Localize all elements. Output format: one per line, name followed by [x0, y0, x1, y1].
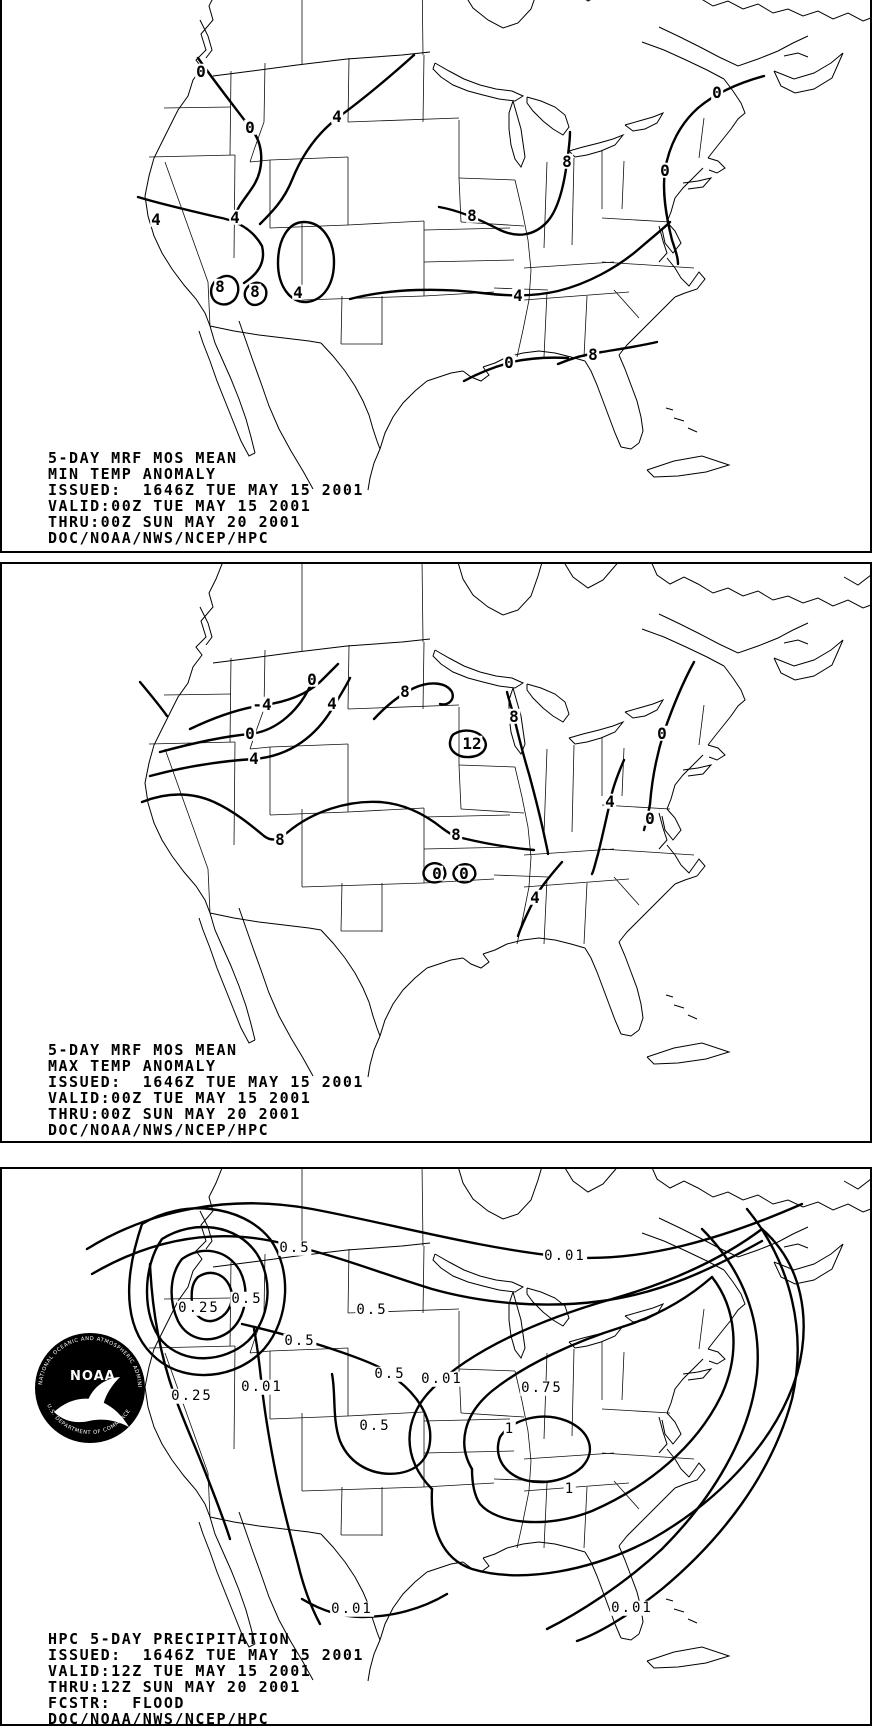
max-temp-contours: [138, 660, 696, 938]
contour-label: 8: [450, 824, 462, 844]
panel-info-block: 5-DAY MRF MOS MEAN MAX TEMP ANOMALY ISSUED…: [48, 1042, 364, 1138]
contour-label: 8: [466, 205, 478, 225]
contour-label: 0.5: [278, 1239, 312, 1256]
info-line: HPC 5-DAY PRECIPITATION: [48, 1630, 291, 1648]
panel-info-block: 5-DAY MRF MOS MEAN MIN TEMP ANOMALY ISSUED…: [48, 450, 364, 546]
contour-label: 8: [274, 829, 286, 849]
info-line: ISSUED: 1646Z TUE MAY 15 2001: [48, 481, 364, 499]
contour-label: 12: [461, 733, 483, 753]
info-line: ISSUED: 1646Z TUE MAY 15 2001: [48, 1073, 364, 1091]
contour-label: 1: [563, 1480, 577, 1497]
info-line: THRU:12Z SUN MAY 20 2001: [48, 1678, 301, 1696]
contour-label: 0.75: [520, 1379, 564, 1396]
info-line: VALID:00Z TUE MAY 15 2001: [48, 1089, 312, 1107]
max-temp-map: [138, 564, 872, 1078]
info-line: 5-DAY MRF MOS MEAN: [48, 1041, 238, 1059]
noaa-wordmark: NOAA: [70, 1369, 116, 1384]
contour-label-layer: 0.5 0.01 0.5 0.25 0.5 0.5 0.5 0.01 0.01 0.25 0.75 0…: [2, 1169, 870, 1724]
contour-label: 4: [248, 748, 260, 768]
contour-label: 4: [292, 282, 304, 302]
contour-label: 8: [587, 344, 599, 364]
contour-label: 0.01: [330, 1600, 374, 1617]
panel-min-temp-anomaly: 0 0 4 4 4 8 8 4 8 8 0 0 4 0 8 5-DAY MRF MOS MEAN MIN TE…: [0, 0, 872, 553]
precipitation-map: NATIONAL OCEANIC AND ATMOSPHERIC ADMINIS…: [2, 1169, 872, 1682]
contour-label: 0: [503, 352, 515, 372]
contour-label: 0: [644, 808, 656, 828]
contour-label: 0: [195, 61, 207, 81]
contour-label: 0.01: [543, 1247, 587, 1264]
contour-label: 4: [326, 693, 338, 713]
contour-label: 0.01: [610, 1599, 654, 1616]
contour-label: 0.25: [177, 1299, 221, 1316]
info-line: MAX TEMP ANOMALY: [48, 1057, 217, 1075]
contour-label: 8: [508, 706, 520, 726]
contour-label: 0.5: [230, 1290, 264, 1307]
contour-label: 4: [229, 207, 241, 227]
min-temp-map: [136, 0, 872, 491]
info-line: VALID:12Z TUE MAY 15 2001: [48, 1662, 312, 1680]
info-line: THRU:00Z SUN MAY 20 2001: [48, 1105, 301, 1123]
contour-label: 8: [561, 151, 573, 171]
contour-label: 0: [306, 669, 318, 689]
contour-label: 0: [659, 160, 671, 180]
contour-label: 0.01: [420, 1370, 464, 1387]
contour-label: -4: [251, 694, 273, 714]
info-line: FCSTR: FLOOD: [48, 1694, 185, 1712]
info-line: DOC/NOAA/NWS/NCEP/HPC: [48, 1710, 270, 1728]
contour-label: 0.25: [170, 1387, 214, 1404]
contour-label: 1: [503, 1420, 517, 1437]
contour-label: 8: [399, 681, 411, 701]
contour-label: 4: [529, 887, 541, 907]
contour-label: 0.5: [373, 1365, 407, 1382]
info-line: DOC/NOAA/NWS/NCEP/HPC: [48, 529, 270, 547]
contour-label: 8: [249, 281, 261, 301]
info-line: MIN TEMP ANOMALY: [48, 465, 217, 483]
contour-label-layer: 0 0 4 4 4 8 8 4 8 8 0 0 4 0 8: [2, 0, 870, 551]
contour-label: 0: [458, 863, 470, 883]
precipitation-contours: [85, 1202, 805, 1643]
contour-label: 0: [431, 863, 443, 883]
info-line: VALID:00Z TUE MAY 15 2001: [48, 497, 312, 515]
contour-label: 4: [512, 285, 524, 305]
info-line: THRU:00Z SUN MAY 20 2001: [48, 513, 301, 531]
contour-label: 4: [604, 791, 616, 811]
contour-label: 8: [214, 276, 226, 296]
contour-label: 0: [656, 723, 668, 743]
seagull-icon: [54, 1377, 129, 1427]
info-line: DOC/NOAA/NWS/NCEP/HPC: [48, 1121, 270, 1139]
info-line: ISSUED: 1646Z TUE MAY 15 2001: [48, 1646, 364, 1664]
contour-label-layer: -4 0 4 8 0 4 12 8 0 8 8 4 0 4 0 0: [2, 564, 870, 1141]
contour-label: 4: [150, 209, 162, 229]
contour-label: 0: [244, 723, 256, 743]
info-line: 5-DAY MRF MOS MEAN: [48, 449, 238, 467]
panel-max-temp-anomaly: -4 0 4 8 0 4 12 8 0 8 8 4 0 4 0 0 5-DAY MRF MOS MEAN MAX…: [0, 562, 872, 1143]
contour-label: 0: [244, 117, 256, 137]
min-temp-contours: [136, 53, 766, 383]
contour-label: 0.01: [240, 1378, 284, 1395]
contour-label: 0.5: [355, 1301, 389, 1318]
contour-label: 0.5: [358, 1417, 392, 1434]
contour-label: 0.5: [283, 1332, 317, 1349]
contour-label: 4: [331, 106, 343, 126]
panel-precipitation: NATIONAL OCEANIC AND ATMOSPHERIC ADMINIS…: [0, 1167, 872, 1727]
contour-label: 0: [711, 82, 723, 102]
panel-info-block: HPC 5-DAY PRECIPITATION ISSUED: 1646Z TUE…: [48, 1631, 364, 1727]
